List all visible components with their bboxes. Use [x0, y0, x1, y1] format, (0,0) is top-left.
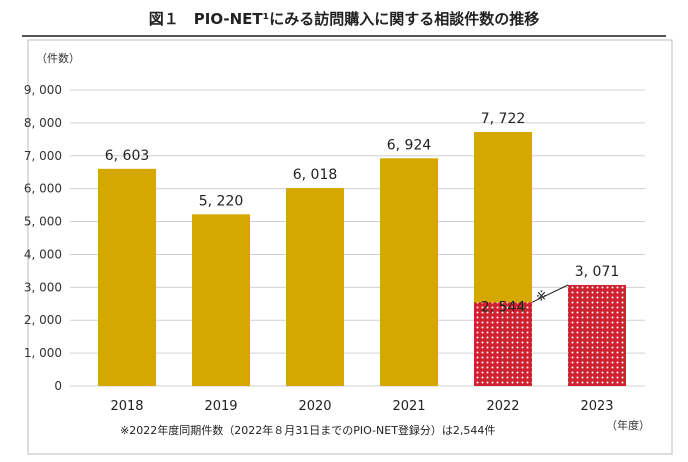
bar [568, 284, 626, 386]
bar [192, 214, 250, 386]
footnote: ※2022年度同期件数（2022年８月31日までのPIO-NET登録分）は2,5… [120, 423, 495, 437]
x-tick-label: 2022 [486, 399, 519, 414]
data-label: 6, 018 [293, 167, 338, 183]
connector-line [531, 284, 569, 303]
y-tick-label: 2, 000 [24, 313, 62, 327]
y-axis-label: （件数） [36, 52, 80, 65]
y-tick-label: 9, 000 [24, 83, 62, 97]
x-tick-label: 2020 [298, 399, 331, 414]
bar [286, 188, 344, 386]
y-tick-label: 4, 000 [24, 247, 62, 261]
chart-frame [27, 39, 673, 455]
x-tick-label: 2019 [204, 399, 237, 414]
data-label: 7, 722 [481, 111, 526, 127]
x-tick-label: 2018 [110, 399, 143, 414]
data-label: 2, 544 [481, 299, 526, 315]
y-tick-label: 0 [54, 379, 62, 393]
data-label: 5, 220 [199, 193, 244, 209]
annotation-mark: ※ [536, 289, 547, 304]
x-tick-label: 2021 [392, 399, 425, 414]
y-tick-label: 7, 000 [24, 149, 62, 163]
y-tick-label: 6, 000 [24, 182, 62, 196]
y-tick-label: 1, 000 [24, 346, 62, 360]
data-label: 6, 924 [387, 137, 432, 153]
bar [98, 168, 156, 386]
bar [380, 158, 438, 386]
bar [474, 302, 532, 386]
data-label: 6, 603 [105, 148, 150, 164]
chart-title: 図１ PIO-NET¹にみる訪問購入に関する相談件数の推移 [149, 10, 539, 28]
y-tick-label: 8, 000 [24, 116, 62, 130]
y-tick-label: 5, 000 [24, 215, 62, 229]
x-tick-label: 2023 [580, 399, 613, 414]
data-label: 3, 071 [575, 264, 620, 280]
y-tick-label: 3, 000 [24, 280, 62, 294]
x-axis-label: （年度） [606, 418, 650, 432]
